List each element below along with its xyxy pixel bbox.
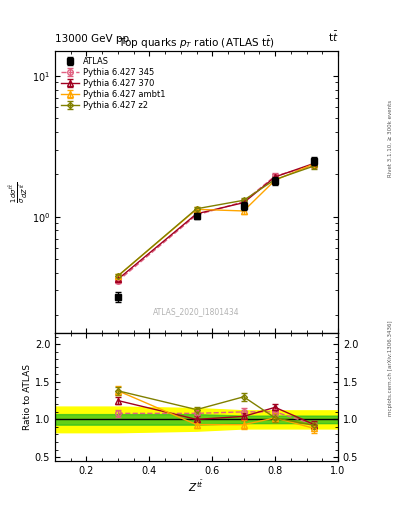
Y-axis label: $\frac{1}{\sigma}\frac{d\sigma^{t\bar{t}}}{dZ^{t\bar{t}}}$: $\frac{1}{\sigma}\frac{d\sigma^{t\bar{t}… — [7, 181, 30, 203]
Text: ATLAS_2020_I1801434: ATLAS_2020_I1801434 — [153, 307, 240, 316]
Legend: ATLAS, Pythia 6.427 345, Pythia 6.427 370, Pythia 6.427 ambt1, Pythia 6.427 z2: ATLAS, Pythia 6.427 345, Pythia 6.427 37… — [59, 55, 167, 112]
X-axis label: $Z^{t\bar{t}}$: $Z^{t\bar{t}}$ — [189, 478, 204, 494]
Text: mcplots.cern.ch [arXiv:1306.3436]: mcplots.cern.ch [arXiv:1306.3436] — [388, 321, 393, 416]
Title: Top quarks $p_T$ ratio (ATLAS t$\bar{t}$): Top quarks $p_T$ ratio (ATLAS t$\bar{t}$… — [118, 35, 275, 51]
Text: 13000 GeV pp: 13000 GeV pp — [55, 33, 129, 44]
Y-axis label: Ratio to ATLAS: Ratio to ATLAS — [23, 364, 32, 430]
Text: t$\bar{t}$: t$\bar{t}$ — [327, 29, 338, 44]
Text: Rivet 3.1.10, ≥ 300k events: Rivet 3.1.10, ≥ 300k events — [388, 100, 393, 177]
